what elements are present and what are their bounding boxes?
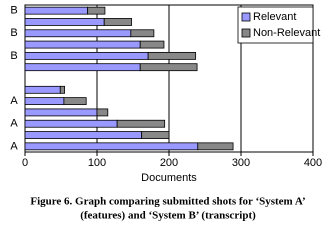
y-tick-label: B <box>10 27 17 39</box>
legend-label: Non-Relevant <box>253 27 320 39</box>
bar-segment <box>24 119 118 128</box>
bar-segment <box>130 29 155 38</box>
bar-segment <box>24 51 149 60</box>
y-tick-label: B <box>10 50 17 62</box>
bar-segment <box>197 142 234 151</box>
bar-segment <box>24 85 61 94</box>
bar-segment <box>24 63 141 72</box>
caption-line: (features) and ‘System B’ (transcript) <box>80 210 256 222</box>
y-tick-label: A <box>10 95 18 107</box>
bar-segment <box>87 6 106 15</box>
x-tick-label: 200 <box>160 157 178 169</box>
bar-segment <box>139 63 198 72</box>
bar-segment <box>96 108 109 117</box>
x-tick-label: 0 <box>22 157 28 169</box>
legend-box <box>237 6 314 44</box>
y-tick-label: A <box>10 140 18 152</box>
y-tick-label: A <box>10 118 18 130</box>
bar-segment <box>116 119 166 128</box>
caption-line: Figure 6. Graph comparing submitted shot… <box>30 196 305 208</box>
bar-segment <box>24 29 132 38</box>
bar-segment <box>24 97 65 106</box>
bar-segment <box>24 6 89 15</box>
x-tick-label: 400 <box>304 157 322 169</box>
bar-segment <box>24 142 199 151</box>
bar-segment <box>24 18 105 26</box>
bar-segment <box>141 131 170 139</box>
bar-segment <box>24 40 141 49</box>
legend-swatch <box>241 12 251 22</box>
x-tick-label: 300 <box>232 157 250 169</box>
bar-segment <box>24 108 98 117</box>
y-tick-label: B <box>10 5 17 17</box>
x-axis-label: Documents <box>141 172 197 184</box>
bar-segment <box>59 85 65 94</box>
bar-segment <box>63 97 87 106</box>
bar-segment <box>103 18 132 26</box>
bar-segment <box>24 131 143 139</box>
legend-swatch <box>241 28 251 38</box>
legend-label: Relevant <box>253 11 296 23</box>
bar-segment <box>139 40 165 49</box>
x-tick-label: 100 <box>88 157 106 169</box>
bar-segment <box>147 51 197 60</box>
